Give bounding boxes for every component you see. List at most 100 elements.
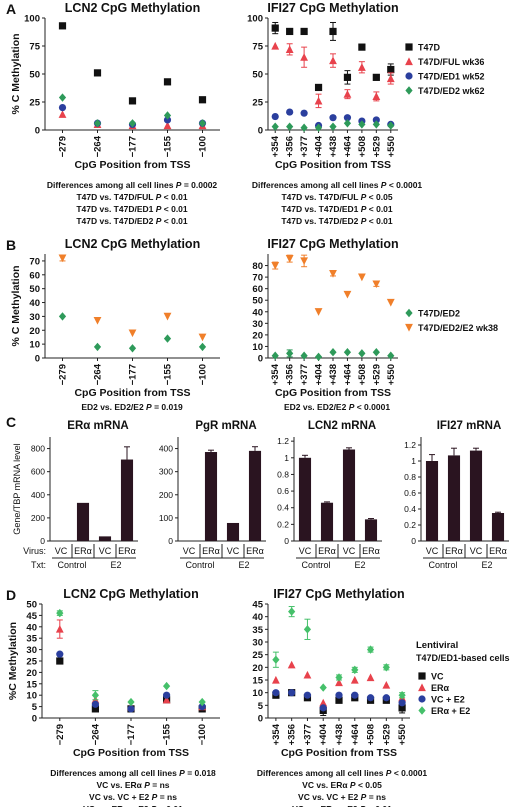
data-point (163, 116, 172, 124)
data-point (366, 673, 375, 682)
chart-panel-C4: IFI27 mRNA 0 0.2 0.4 0.6 0.8 1 1.2 VC ERα VC ERα Con… (404, 420, 509, 570)
stats-value: < 0.01 (161, 204, 188, 214)
y-tick-label: 30 (26, 645, 37, 656)
category-label: ERα (362, 546, 380, 556)
category-label: ERα (118, 546, 136, 556)
stats-value: = 0.0002 (181, 180, 217, 190)
x-tick-label: +377 (302, 724, 313, 745)
y-tick-label: 35 (252, 625, 263, 636)
x-axis-label: CpG Position from TSS (275, 159, 391, 171)
x-tick-label: −279 (58, 136, 69, 157)
x-tick-label: −177 (128, 136, 139, 157)
y-tick-label: 1 (411, 456, 416, 466)
stats-line: VC vs. VC + E2 P = ns (89, 792, 177, 802)
data-point (128, 329, 137, 338)
data-point (198, 333, 207, 342)
stats-value: = ns (150, 780, 170, 790)
x-tick-label: +508 (366, 724, 377, 745)
group-label: E2 (238, 560, 249, 570)
stats-p: P (361, 792, 367, 802)
legend-label: VC (431, 672, 444, 682)
data-point (398, 699, 406, 707)
data-point (198, 703, 206, 711)
data-point (300, 27, 308, 36)
legend-title: Lentiviral (416, 640, 458, 651)
y-tick-label: 70 (29, 256, 40, 267)
data-point (163, 78, 172, 86)
data-point (163, 334, 172, 343)
y-tick-label: 100 (24, 14, 40, 25)
x-tick-label: +377 (299, 136, 310, 157)
data-point (56, 650, 64, 658)
x-axis-label: CpG Position from TSS (275, 387, 391, 399)
x-tick-label: −100 (198, 136, 209, 157)
x-tick-label: −177 (126, 724, 137, 745)
group-label: E2 (354, 560, 365, 570)
y-tick-label: 0 (411, 536, 416, 546)
y-tick-label: 100 (159, 513, 173, 523)
y-axis-label: % C Methylation (10, 265, 22, 346)
y-tick-label: 75 (252, 42, 263, 53)
stats-text: Differences among all cell lines (252, 180, 381, 190)
y-tick-label: 200 (159, 490, 173, 500)
data-point (58, 93, 67, 102)
data-point (358, 120, 366, 129)
stats-value: < 0.01 (366, 804, 393, 807)
data-point (55, 624, 64, 633)
legend-marker (405, 72, 413, 80)
x-tick-label: +550 (397, 724, 408, 745)
stats-value: < 0.01 (366, 204, 393, 214)
x-tick-label: +438 (328, 136, 339, 157)
y-tick-label: 1.2 (404, 440, 416, 450)
data-point (343, 114, 352, 122)
chart-title: IFI27 CpG Methylation (267, 237, 398, 251)
y-tick-label: 70 (252, 273, 263, 284)
x-tick-label: +464 (350, 723, 361, 745)
data-point (303, 691, 312, 699)
stats-line: VC vs. VC + E2 P = ns (298, 792, 386, 802)
bar (469, 450, 483, 541)
data-point (398, 704, 406, 712)
chart-title: LCN2 CpG Methylation (63, 587, 198, 601)
chart-panel-C2: PgR mRNA 0 100 200 300 400 VC ERα VC ERα Control E2 (159, 420, 266, 570)
data-point (366, 645, 375, 654)
stats-line: VC vs. ERα + E2 P < 0.01 (83, 804, 183, 807)
stats-line: ED2 vs. ED2/E2 P = 0.019 (81, 402, 183, 412)
data-point (329, 270, 337, 278)
y-tick-label: 40 (26, 622, 37, 633)
y-tick-label: 30 (29, 312, 40, 323)
y-tick-label: 15 (252, 676, 263, 687)
y-tick-label: 0 (35, 126, 40, 137)
stats-p: P (156, 204, 162, 214)
data-point (386, 74, 395, 83)
data-point (358, 349, 366, 358)
x-axis-label: CpG Position from TSS (74, 387, 190, 399)
data-point (382, 694, 390, 702)
legend-title: T47D/ED1-based cells (416, 653, 510, 663)
legend-label: VC + E2 (431, 695, 465, 705)
stats-line: VC vs. ERα + E2 P < 0.01 (292, 804, 392, 807)
legend-label: T47D/ED2/E2 wk38 (418, 323, 498, 333)
stats-text: ED2 vs. ED2/E2 (81, 402, 146, 412)
legend-marker (418, 695, 426, 703)
x-tick-label: −100 (197, 724, 208, 745)
x-tick-label: +354 (270, 135, 281, 157)
category-label: VC (426, 546, 439, 556)
data-point (288, 607, 296, 616)
y-tick-label: 25 (252, 98, 263, 109)
stats-p: P (179, 768, 185, 778)
chart-title: LCN2 mRNA (308, 420, 376, 432)
stats-text: ED2 vs. ED2/E2 (284, 402, 349, 412)
legend-marker (418, 672, 426, 680)
category-label: ERα (74, 546, 92, 556)
data-point (127, 705, 135, 713)
stats-text: VC vs. ERα (96, 780, 144, 790)
data-point (300, 53, 309, 61)
data-point (329, 114, 337, 122)
stats-value: < 0.05 (356, 780, 383, 790)
bar (204, 452, 218, 541)
y-tick-label: 5 (258, 701, 264, 712)
y-tick-label: 0 (258, 714, 263, 725)
bar (342, 449, 356, 541)
x-tick-label: +508 (357, 136, 368, 157)
